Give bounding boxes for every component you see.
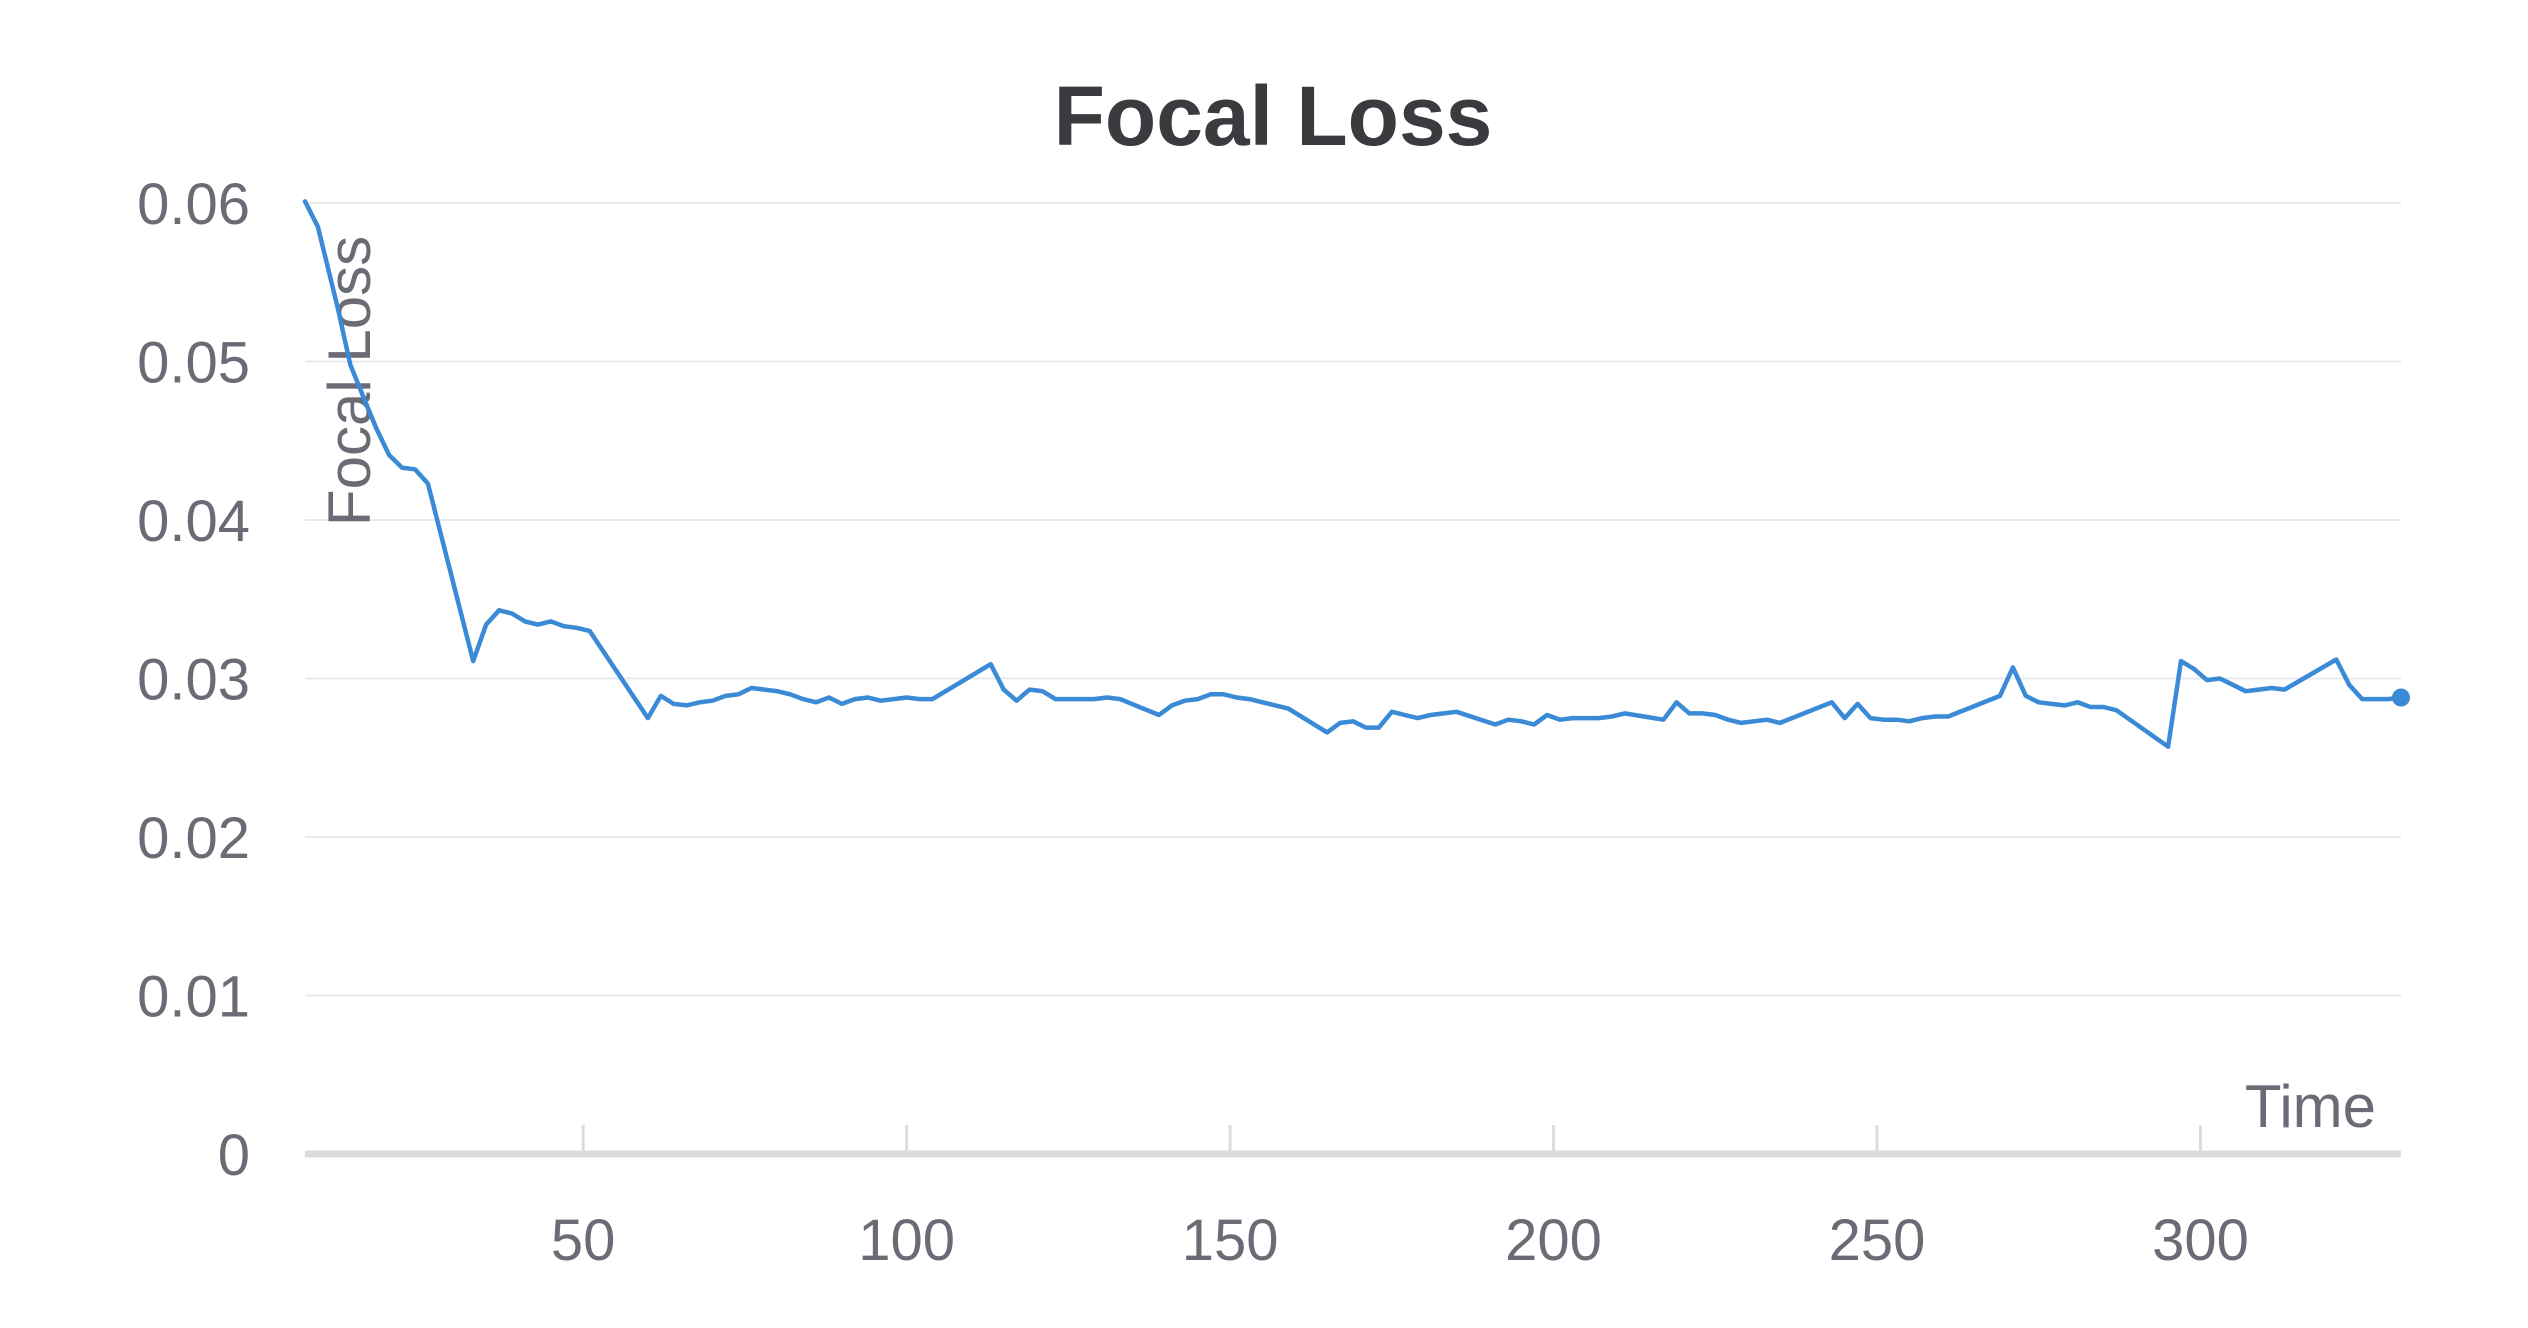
y-axis-label: Focal Loss <box>316 236 383 526</box>
y-tick-label: 0 <box>218 1123 250 1188</box>
chart-title: Focal Loss <box>1054 69 1493 163</box>
y-tick-label: 0.06 <box>137 172 250 237</box>
y-tick-label: 0.02 <box>137 806 250 871</box>
x-tick-label: 100 <box>858 1208 955 1273</box>
x-tick-label: 300 <box>2152 1208 2249 1273</box>
x-tick-label: 150 <box>1182 1208 1279 1273</box>
x-axis-label: Time <box>2245 1073 2376 1140</box>
y-tick-label: 0.04 <box>137 489 250 554</box>
series-line <box>302 199 2404 749</box>
grid <box>305 202 2401 997</box>
last-point-marker <box>2392 688 2410 707</box>
y-tick-label: 0.03 <box>137 648 250 713</box>
y-tick-label: 0.01 <box>137 965 250 1030</box>
y-axis: 0 0.01 0.02 0.03 0.04 0.05 0.06 <box>137 172 250 1188</box>
series-group <box>302 199 2410 749</box>
y-tick-label: 0.05 <box>137 331 250 396</box>
x-tick-label: 200 <box>1505 1208 1602 1273</box>
x-tick-label: 50 <box>551 1208 616 1273</box>
x-tick-label: 250 <box>1829 1208 1926 1273</box>
x-axis: 50 100 150 200 250 300 <box>551 1125 2249 1273</box>
